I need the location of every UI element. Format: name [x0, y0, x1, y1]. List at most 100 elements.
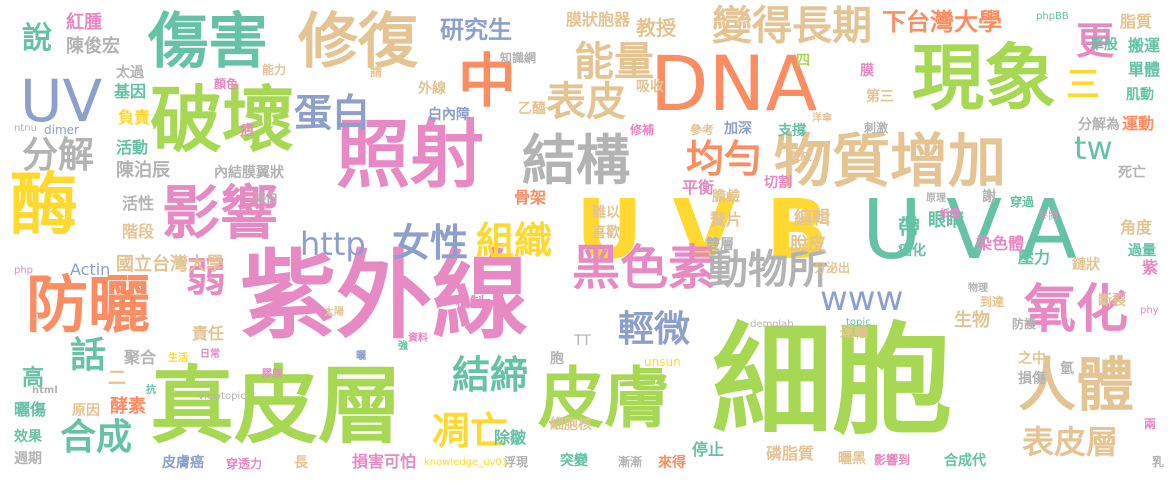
word: 均勻 — [686, 137, 763, 181]
word: html — [32, 385, 58, 396]
word: 分泌出 — [814, 261, 851, 275]
word: 支撐 — [778, 123, 806, 139]
word: 結構 — [522, 129, 630, 192]
word: 效果 — [14, 429, 42, 445]
word: 搬運 — [1128, 36, 1161, 55]
word: DNA — [650, 39, 818, 128]
word: 停止 — [692, 440, 725, 459]
word: 週期 — [14, 451, 42, 467]
word: 突變 — [560, 453, 588, 469]
word: 脫皮 — [790, 234, 826, 255]
word: unsun — [644, 355, 681, 369]
word: 紅腫 — [66, 12, 102, 33]
word: 二 — [108, 368, 126, 389]
word: 磷脂質 — [766, 444, 815, 463]
word: 教授 — [636, 16, 676, 40]
word: 到達 — [980, 295, 1005, 309]
word: 細胞核 — [550, 417, 592, 433]
word: 聚合 — [124, 348, 157, 367]
word: 損傷 — [1018, 371, 1046, 387]
word: 膜 — [860, 63, 874, 79]
word: 表皮 — [546, 79, 626, 125]
word: 階段 — [122, 222, 155, 241]
word: 合成代 — [944, 453, 986, 469]
word: 斷裂 — [1098, 293, 1126, 309]
word: 切割 — [764, 175, 792, 191]
word: 四 — [796, 53, 810, 69]
word: 眼睛 — [928, 210, 964, 231]
word: 動物所 — [708, 247, 828, 293]
word: 負責 — [118, 108, 151, 127]
word: 傷害 — [148, 7, 268, 77]
word: 刺激 — [864, 121, 889, 135]
word: 影響 — [162, 179, 279, 247]
word: tw — [1074, 129, 1113, 167]
word: 基因 — [114, 82, 147, 101]
word: 防曬 — [26, 268, 151, 341]
word: 中 — [458, 47, 517, 115]
word: 壓力 — [1018, 248, 1051, 267]
word: 浮現 — [504, 455, 529, 469]
word: 修補 — [630, 123, 655, 137]
word: http — [300, 225, 366, 263]
word: 曬黑 — [838, 451, 866, 467]
word: topic — [846, 317, 871, 328]
word: 曬傷 — [14, 400, 47, 419]
word: 高 — [22, 366, 45, 391]
word: demolab — [750, 319, 794, 330]
word: 研究生 — [440, 16, 512, 44]
word: 話 — [70, 335, 107, 376]
word: 陳泊辰 — [116, 160, 170, 181]
word: 國立台灣大學 — [116, 254, 224, 275]
word: 凋亡 — [432, 409, 509, 453]
word: 長 — [294, 455, 308, 471]
word: 酵素 — [110, 396, 146, 417]
word: 參考 — [690, 123, 715, 137]
word: 請 — [370, 65, 383, 79]
word: 第三 — [866, 89, 894, 105]
word: 細胞 — [712, 312, 952, 451]
word: 難以 — [592, 205, 620, 221]
word: 平衡 — [682, 178, 715, 197]
word: 膜狀胞器 — [566, 10, 631, 29]
word: 紫 — [1142, 258, 1159, 277]
word: UVA — [862, 183, 1101, 278]
word: 生活 — [168, 353, 188, 364]
word: 變得長期 — [712, 3, 872, 49]
word: 抵擋 — [940, 209, 960, 220]
word: 三 — [1066, 65, 1100, 105]
word: 美白 — [254, 191, 279, 205]
word: viewtopic — [198, 391, 246, 402]
word: 來得 — [658, 455, 686, 471]
word: 穿過 — [1010, 195, 1035, 209]
word: 物質增加 — [774, 127, 1007, 195]
word: 物理 — [968, 283, 988, 294]
word: phy — [1140, 305, 1159, 316]
word: 參閱 — [1038, 211, 1058, 222]
word: 癌化 — [898, 243, 926, 259]
word: 洋傘 — [812, 113, 832, 124]
word: 乳 — [1152, 455, 1165, 469]
word: phpBB — [1036, 11, 1069, 22]
word: dimer — [44, 123, 79, 137]
word: 單體 — [1128, 60, 1161, 79]
word: 過量 — [1128, 243, 1156, 259]
word: 帶 — [898, 216, 921, 241]
word: 合成 — [60, 417, 133, 458]
word: 內結膜翼狀 — [214, 165, 284, 181]
word: 強 — [398, 341, 408, 352]
word: 陳俊宏 — [66, 36, 120, 57]
word: 皮膚 — [538, 360, 670, 437]
word: 白內障 — [428, 107, 470, 123]
word: 兩 — [1144, 417, 1157, 431]
word: 曬 — [356, 351, 366, 362]
word: 除皺 — [494, 428, 527, 447]
word: 編輯 — [794, 208, 830, 229]
word: 資料 — [408, 333, 428, 344]
word: 骨架 — [514, 188, 547, 207]
word: 女性 — [392, 221, 469, 265]
word: 知識網 — [500, 51, 537, 65]
word: 破壞 — [150, 78, 295, 162]
word: 能量 — [574, 39, 654, 85]
word: 喜歡 — [592, 225, 620, 241]
